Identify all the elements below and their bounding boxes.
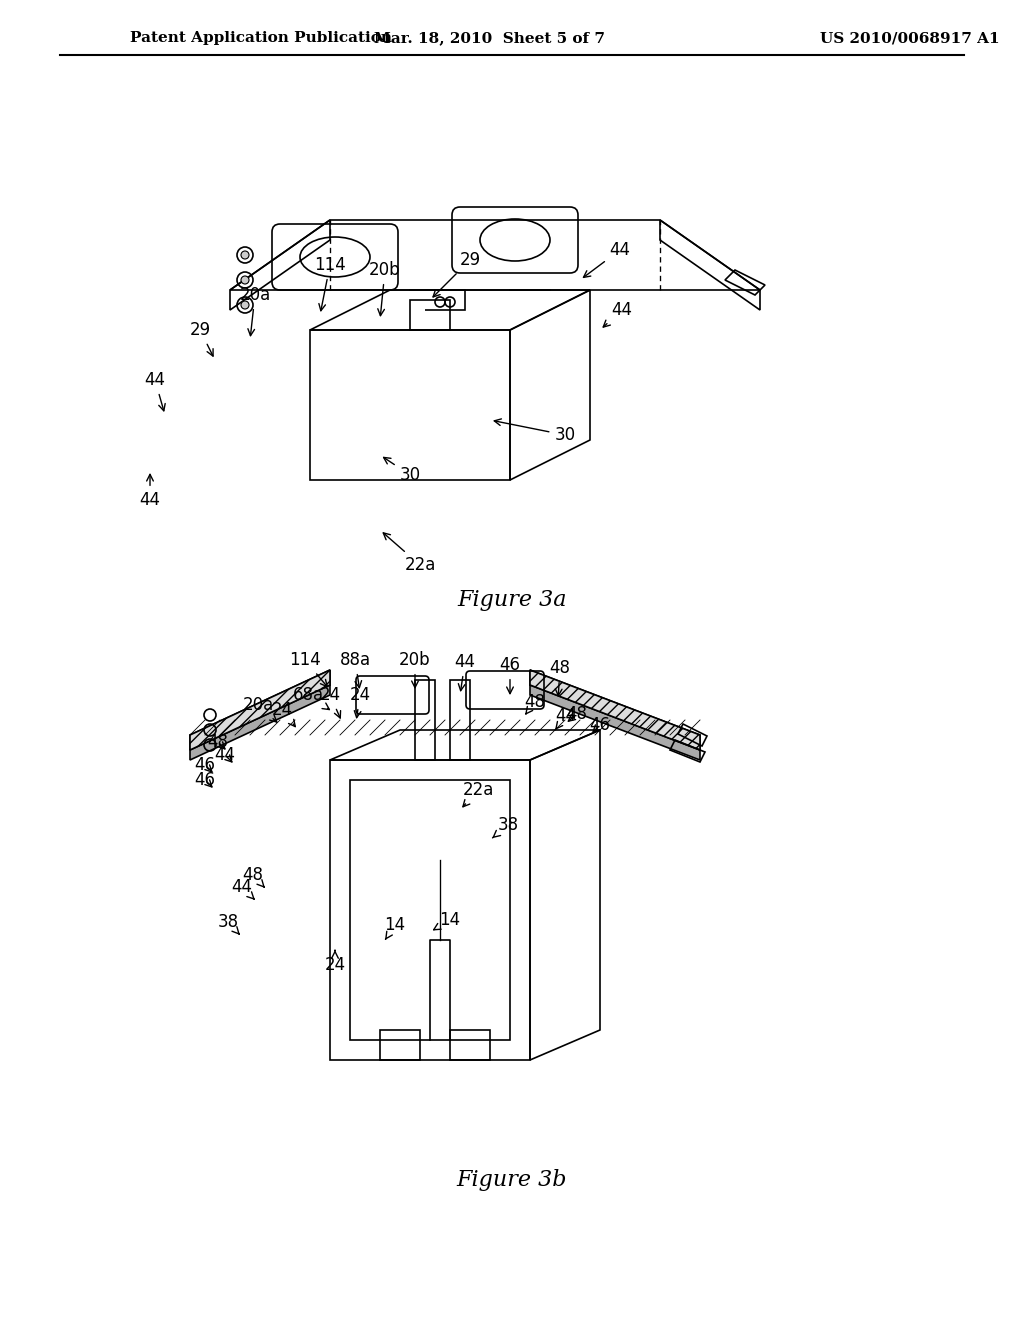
Text: 46: 46 xyxy=(195,756,215,774)
Text: 20a: 20a xyxy=(243,696,276,722)
Text: 29: 29 xyxy=(189,321,213,356)
Text: 24: 24 xyxy=(349,686,371,718)
Text: 46: 46 xyxy=(500,656,520,694)
Text: 29: 29 xyxy=(433,251,480,297)
Text: 44: 44 xyxy=(455,653,475,690)
Polygon shape xyxy=(530,685,700,760)
Text: 24: 24 xyxy=(271,701,295,726)
Text: 30: 30 xyxy=(384,458,421,484)
Text: 114: 114 xyxy=(314,256,346,310)
Text: US 2010/0068917 A1: US 2010/0068917 A1 xyxy=(820,30,999,45)
Text: 38: 38 xyxy=(493,816,518,838)
Text: 44: 44 xyxy=(231,878,254,899)
Text: 38: 38 xyxy=(217,913,240,935)
Text: 44: 44 xyxy=(214,746,236,764)
Text: 30: 30 xyxy=(495,418,575,444)
Text: 44: 44 xyxy=(555,708,577,730)
Text: 44: 44 xyxy=(603,301,633,327)
Polygon shape xyxy=(530,671,700,750)
Text: 22a: 22a xyxy=(462,781,494,807)
Text: 48: 48 xyxy=(566,705,588,723)
Bar xyxy=(380,1030,420,1060)
Text: 14: 14 xyxy=(433,911,461,929)
Text: 20b: 20b xyxy=(399,651,431,688)
Polygon shape xyxy=(190,671,330,750)
Bar xyxy=(450,680,470,760)
Text: 88a: 88a xyxy=(339,651,371,688)
Text: 48: 48 xyxy=(524,693,546,714)
Circle shape xyxy=(241,251,249,259)
Bar xyxy=(450,1030,490,1060)
Bar xyxy=(330,760,530,1060)
Bar xyxy=(350,780,510,1040)
Polygon shape xyxy=(190,685,330,760)
Circle shape xyxy=(241,276,249,284)
Bar xyxy=(415,680,435,760)
Text: 68a: 68a xyxy=(293,686,330,710)
Text: 24: 24 xyxy=(319,686,341,718)
Text: 20b: 20b xyxy=(370,261,400,315)
Text: 114: 114 xyxy=(289,651,328,686)
Text: 48: 48 xyxy=(550,659,570,696)
Text: 20a: 20a xyxy=(240,286,270,335)
Text: 14: 14 xyxy=(384,916,406,940)
Text: 44: 44 xyxy=(144,371,166,411)
Text: 44: 44 xyxy=(584,242,631,277)
Text: Figure 3b: Figure 3b xyxy=(457,1170,567,1191)
Text: 46: 46 xyxy=(590,715,610,734)
Text: Mar. 18, 2010  Sheet 5 of 7: Mar. 18, 2010 Sheet 5 of 7 xyxy=(375,30,605,45)
Text: 46: 46 xyxy=(195,771,215,789)
Circle shape xyxy=(241,301,249,309)
Text: Patent Application Publication: Patent Application Publication xyxy=(130,30,392,45)
Text: 22a: 22a xyxy=(383,533,435,574)
Text: 48: 48 xyxy=(243,866,264,887)
Text: 24: 24 xyxy=(325,950,345,974)
Text: Figure 3a: Figure 3a xyxy=(458,589,566,611)
Text: 44: 44 xyxy=(139,474,161,510)
Text: 48: 48 xyxy=(208,733,228,751)
